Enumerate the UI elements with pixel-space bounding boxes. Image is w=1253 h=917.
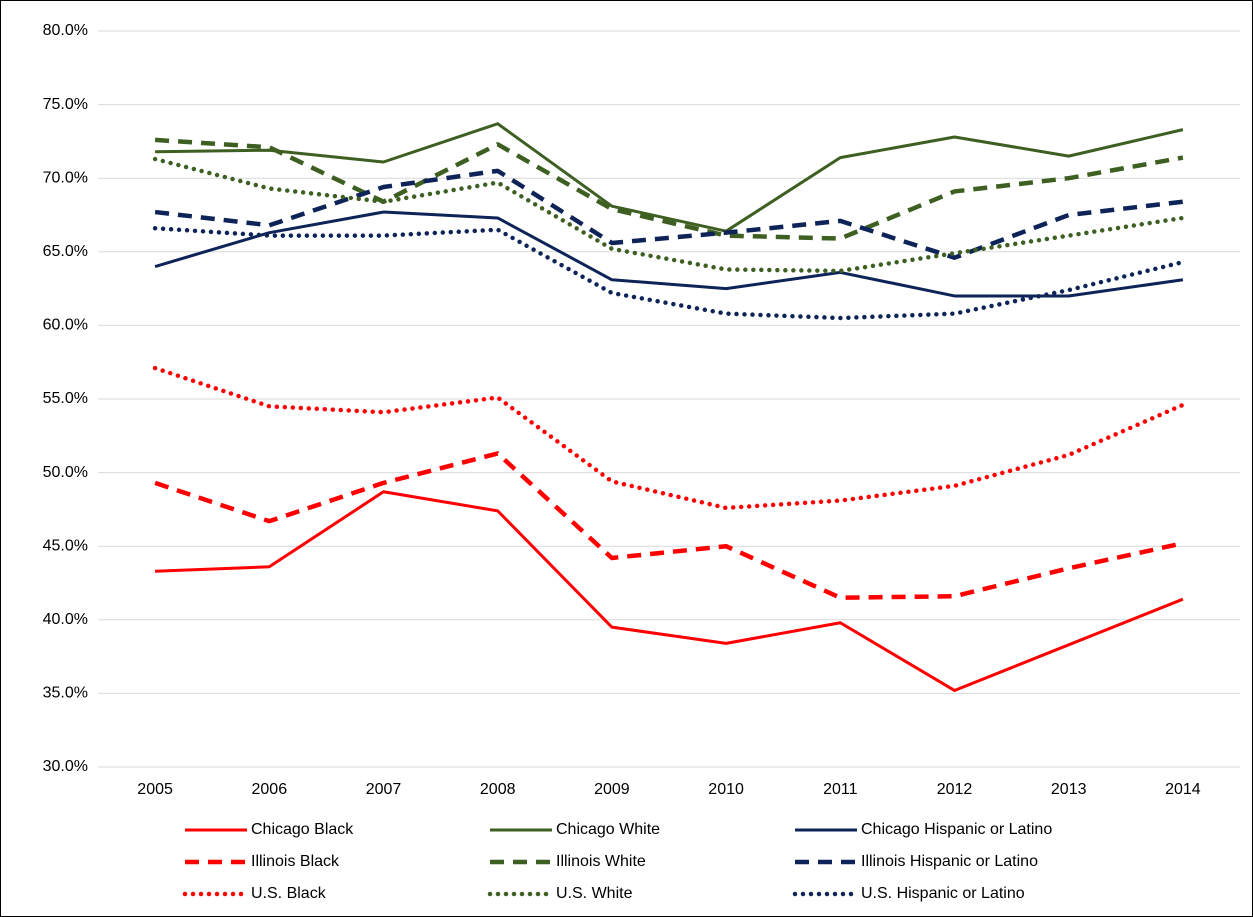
series-line bbox=[155, 122, 1184, 233]
y-tick-label: 30.0% bbox=[43, 758, 88, 775]
legend-label: Illinois Hispanic or Latino bbox=[861, 853, 1038, 870]
x-tick-label: 2011 bbox=[823, 781, 858, 798]
series-line bbox=[152, 365, 1186, 511]
series-line bbox=[152, 156, 1186, 274]
legend-label: U.S. Black bbox=[251, 885, 327, 902]
y-tick-label: 40.0% bbox=[43, 611, 88, 628]
series-line bbox=[154, 137, 1184, 241]
legend-label: Illinois White bbox=[556, 853, 646, 870]
y-tick-label: 35.0% bbox=[43, 685, 88, 702]
legend-label: Chicago Hispanic or Latino bbox=[861, 821, 1052, 838]
y-tick-label: 45.0% bbox=[43, 537, 88, 554]
y-tick-label: 75.0% bbox=[43, 96, 88, 113]
x-tick-label: 2007 bbox=[366, 781, 402, 798]
series-line bbox=[154, 210, 1184, 298]
x-tick-label: 2013 bbox=[1051, 781, 1087, 798]
legend-label: Chicago Black bbox=[251, 821, 354, 838]
legend-label: Chicago White bbox=[556, 821, 660, 838]
y-tick-label: 50.0% bbox=[43, 464, 88, 481]
series-line bbox=[155, 490, 1184, 692]
legend-label: U.S. White bbox=[556, 885, 633, 902]
x-tick-label: 2010 bbox=[708, 781, 744, 798]
x-tick-label: 2006 bbox=[252, 781, 288, 798]
y-tick-label: 70.0% bbox=[43, 169, 88, 186]
x-tick-label: 2008 bbox=[480, 781, 516, 798]
y-tick-label: 65.0% bbox=[43, 243, 88, 260]
x-tick-label: 2009 bbox=[594, 781, 630, 798]
y-tick-label: 60.0% bbox=[43, 317, 88, 334]
legend-label: U.S. Hispanic or Latino bbox=[861, 885, 1025, 902]
series-line bbox=[154, 451, 1184, 600]
legend-label: Illinois Black bbox=[251, 853, 340, 870]
y-tick-label: 80.0% bbox=[43, 22, 88, 39]
x-tick-label: 2012 bbox=[937, 781, 973, 798]
y-tick-label: 55.0% bbox=[43, 390, 88, 407]
x-tick-label: 2014 bbox=[1165, 781, 1201, 798]
x-tick-label: 2005 bbox=[137, 781, 173, 798]
